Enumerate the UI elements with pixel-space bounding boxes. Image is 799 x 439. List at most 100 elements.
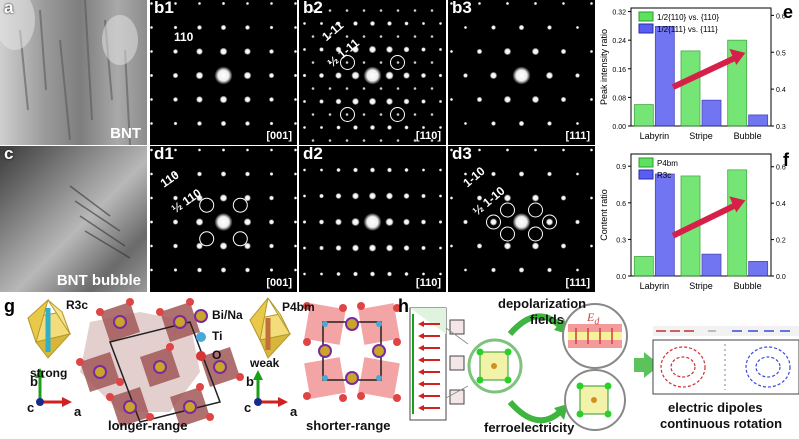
- superlattice-spot: [430, 113, 434, 116]
- diffraction-spot: [268, 195, 275, 201]
- diffraction-spot: [244, 96, 251, 103]
- ed-symbol: E: [587, 310, 595, 324]
- diffraction-spot: [268, 48, 275, 55]
- diffraction-spot: [438, 99, 443, 104]
- diffraction-spot: [352, 271, 359, 277]
- y-tick-label-right: 0.0: [776, 274, 786, 281]
- diffraction-spot: [293, 1, 297, 6]
- diffraction-spot: [172, 72, 179, 79]
- panel-a-sample-label: BNT: [110, 125, 141, 142]
- diffraction-spot: [386, 167, 393, 173]
- diffraction-spot: [547, 121, 552, 126]
- superlattice-spot: [311, 87, 315, 90]
- diffraction-spot: [244, 242, 251, 250]
- diffraction-spot: [150, 121, 154, 126]
- legend-ti: Ti: [212, 329, 223, 343]
- diffraction-spot: [244, 120, 251, 127]
- superlattice-spot: [362, 35, 366, 38]
- diffraction-spot: [351, 244, 360, 252]
- y-tick-label-left: 0.08: [612, 95, 626, 102]
- superlattice-spot: [311, 61, 315, 64]
- diffraction-spot: [438, 246, 443, 250]
- panel-c-letter: c: [4, 146, 14, 163]
- diffraction-spot: [302, 47, 307, 52]
- diffraction-spot: [150, 244, 154, 248]
- diffraction-spot: [403, 46, 410, 53]
- depolarization-field-icon: [562, 303, 628, 369]
- diffraction-spot: [463, 25, 468, 30]
- highlight-circle: [232, 197, 248, 213]
- diffraction-spot: [319, 193, 324, 199]
- diffraction-spot: [477, 148, 482, 152]
- diffraction-spot: [589, 97, 594, 102]
- highlight-circle: [500, 202, 515, 218]
- y-tick-label-left: 0.9: [616, 164, 626, 171]
- diffraction-spot: [491, 121, 496, 126]
- y-tick-label-left: 0.6: [616, 201, 626, 208]
- y-tick-label-right: 0.3: [776, 124, 786, 131]
- diffraction-spot: [293, 73, 297, 78]
- dipole-map: [652, 326, 799, 395]
- diffraction-spot: [512, 213, 531, 231]
- diffraction-spot: [302, 194, 307, 198]
- diffraction-spot: [335, 192, 342, 200]
- diffraction-spot: [503, 95, 512, 104]
- panel-g-drawing: [27, 297, 401, 427]
- ferroelectric-cell-icon: [564, 369, 626, 431]
- diffraction-spot: [589, 148, 594, 152]
- superlattice-spot: [328, 87, 332, 90]
- diffraction-spot: [403, 192, 410, 200]
- panel-h-drawing: [409, 303, 799, 431]
- diffraction-spot: [335, 46, 342, 53]
- bar-series2: [701, 99, 722, 127]
- highlight-circle: [390, 107, 405, 122]
- panel-d3-zone-axis: [111]: [565, 277, 590, 289]
- diffraction-spot: [269, 268, 274, 272]
- diffraction-spot: [476, 48, 483, 55]
- diffraction-spot: [219, 47, 228, 56]
- diffraction-spot: [476, 243, 483, 249]
- panel-f-letter: f: [783, 150, 789, 170]
- bar-series2: [701, 253, 722, 277]
- diffraction-spot: [244, 194, 251, 202]
- diffraction-spot: [547, 25, 552, 30]
- diffraction-spot: [505, 1, 510, 6]
- diffraction-spot: [368, 97, 377, 106]
- diffraction-spot: [351, 71, 360, 80]
- category-label: Bubble: [734, 281, 762, 291]
- diffraction-spot: [560, 195, 567, 201]
- bar-series2: [748, 261, 769, 277]
- superlattice-spot: [430, 9, 434, 12]
- diffraction-spot: [386, 271, 393, 277]
- diffraction-spot: [150, 220, 154, 224]
- diffraction-spot: [369, 167, 376, 173]
- diffraction-spot: [268, 219, 275, 225]
- diffraction-spot: [545, 71, 554, 80]
- diffraction-spot: [268, 243, 275, 249]
- superlattice-spot: [328, 113, 332, 116]
- diffraction-spot: [245, 1, 250, 6]
- caption-continuous-rotation: continuous rotation: [660, 416, 783, 431]
- diffraction-spot: [449, 1, 454, 6]
- diffraction-spot: [491, 25, 496, 30]
- diffraction-spot: [352, 167, 359, 173]
- panel-d2-zone-axis: [110]: [415, 277, 441, 289]
- diffraction-spot: [302, 73, 307, 78]
- diffraction-spot: [385, 192, 394, 200]
- r3c-octahedron-icon: [27, 298, 72, 359]
- diffraction-spot: [533, 1, 538, 6]
- diffraction-spot: [293, 244, 297, 248]
- diffraction-spot: [293, 25, 297, 30]
- diffraction-spot: [363, 213, 382, 231]
- diffraction-spot: [293, 49, 297, 54]
- superlattice-spot: [362, 139, 366, 142]
- highlight-circle: [500, 226, 515, 242]
- bar-series1: [633, 104, 654, 127]
- panel-d1-spots: [150, 148, 297, 273]
- diffraction-spot: [220, 24, 227, 31]
- diffraction-spot: [503, 47, 512, 56]
- diffraction-spot: [368, 45, 377, 54]
- diffraction-spot: [449, 49, 454, 54]
- diffraction-spot: [196, 171, 203, 177]
- superlattice-spot: [396, 87, 400, 90]
